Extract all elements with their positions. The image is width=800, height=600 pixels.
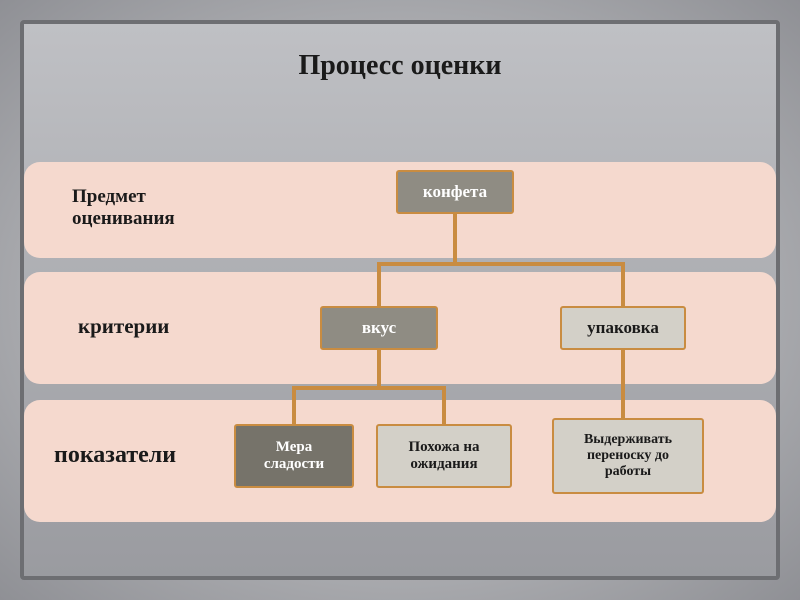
row-label-1: критерии — [78, 314, 169, 338]
node-root: конфета — [396, 170, 514, 214]
node-package: упаковка — [560, 306, 686, 350]
node-transport: Выдерживать переноску до работы — [552, 418, 704, 494]
node-sweet: Мера сладости — [234, 424, 354, 488]
slide-frame: Процесс оценки Предмет оценивания критерии… — [20, 20, 780, 580]
page-title: Процесс оценки — [24, 50, 776, 82]
node-taste: вкус — [320, 306, 438, 350]
node-expect: Похожа на ожидания — [376, 424, 512, 488]
row-label-2: показатели — [54, 442, 176, 470]
row-label-0: Предмет оценивания — [72, 186, 175, 230]
